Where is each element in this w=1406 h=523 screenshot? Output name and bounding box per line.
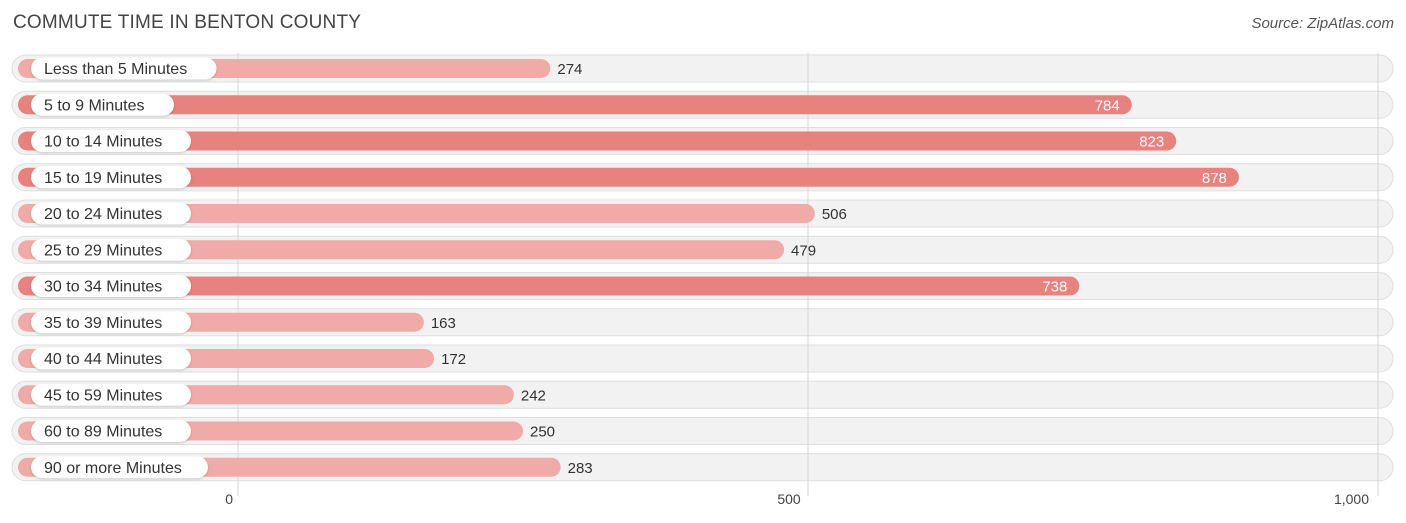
row-backgrounds bbox=[11, 54, 1394, 482]
bar bbox=[18, 131, 1177, 151]
value-label: 823 bbox=[1139, 134, 1164, 151]
category-pill bbox=[31, 93, 174, 116]
bar bbox=[18, 276, 1080, 296]
value-label: 163 bbox=[431, 315, 456, 332]
value-label: 738 bbox=[1042, 279, 1067, 296]
category-pill bbox=[31, 275, 191, 297]
value-label: 506 bbox=[822, 206, 847, 223]
bar bbox=[18, 95, 1132, 115]
value-label: 242 bbox=[521, 387, 546, 404]
category-label: 5 to 9 Minutes bbox=[44, 97, 145, 114]
category-label: 45 to 59 Minutes bbox=[44, 387, 162, 404]
category-pill bbox=[31, 311, 191, 334]
x-tick-label: 500 bbox=[777, 491, 801, 507]
x-tick-label: 1,000 bbox=[1334, 491, 1369, 507]
bars: Less than 5 Minutes 274 5 to 9 Minutes 784 1… bbox=[18, 57, 1239, 479]
value-label: 274 bbox=[557, 61, 582, 78]
bar bbox=[18, 167, 1239, 187]
chart-title: COMMUTE TIME IN BENTON COUNTY bbox=[13, 12, 362, 33]
value-label: 878 bbox=[1202, 170, 1227, 187]
category-label: 10 to 14 Minutes bbox=[44, 134, 162, 151]
category-pill bbox=[31, 456, 208, 479]
category-label: 40 to 44 Minutes bbox=[44, 351, 162, 368]
bar bbox=[18, 240, 785, 260]
bar bbox=[18, 204, 815, 223]
category-label: Less than 5 Minutes bbox=[44, 61, 187, 78]
value-label: 784 bbox=[1095, 97, 1120, 114]
category-label: 30 to 34 Minutes bbox=[44, 279, 162, 296]
category-label: 90 or more Minutes bbox=[44, 460, 182, 477]
category-pill bbox=[31, 202, 191, 225]
x-axis-ticks: 0 500 1,000 bbox=[225, 491, 1369, 507]
value-label: 283 bbox=[568, 460, 593, 477]
category-pill bbox=[31, 238, 191, 261]
category-pill bbox=[31, 57, 217, 80]
category-label: 60 to 89 Minutes bbox=[44, 424, 162, 441]
chart-source: Source: ZipAtlas.com bbox=[1251, 15, 1394, 32]
category-pill bbox=[31, 130, 191, 152]
category-pill bbox=[31, 420, 191, 442]
category-pill bbox=[31, 383, 191, 406]
category-pill bbox=[31, 347, 191, 370]
category-label: 15 to 19 Minutes bbox=[44, 170, 162, 187]
category-label: 35 to 39 Minutes bbox=[44, 315, 162, 332]
value-label: 172 bbox=[441, 351, 466, 368]
category-label: 25 to 29 Minutes bbox=[44, 242, 162, 259]
category-label: 20 to 24 Minutes bbox=[44, 206, 162, 223]
value-label: 250 bbox=[530, 424, 555, 441]
value-label: 479 bbox=[791, 242, 816, 259]
x-tick-label: 0 bbox=[225, 491, 233, 507]
category-pill bbox=[31, 166, 191, 189]
